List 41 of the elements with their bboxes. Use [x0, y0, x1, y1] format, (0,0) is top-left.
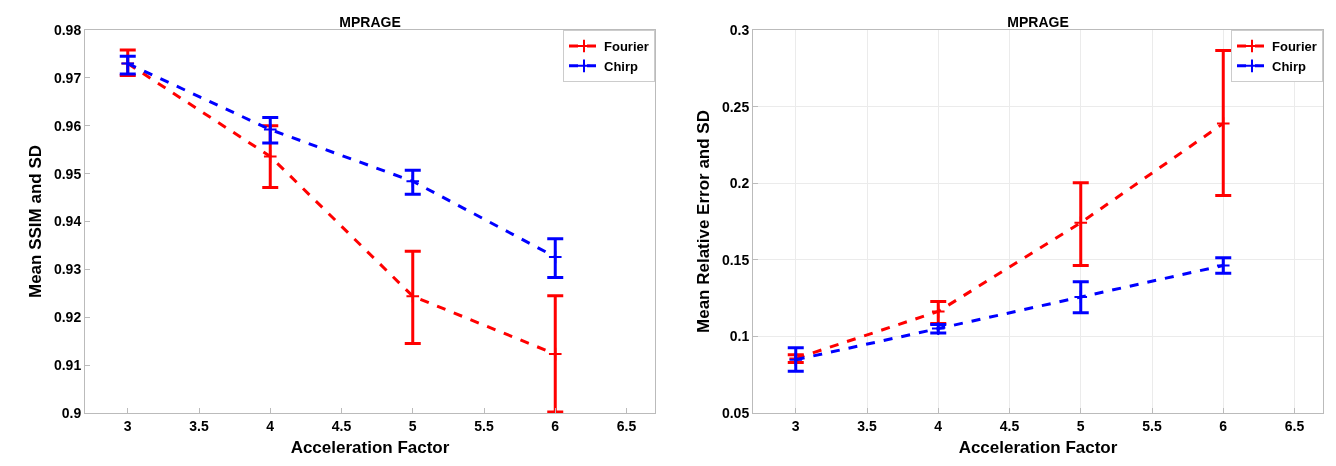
y-tick-label: 0.3 [729, 21, 750, 38]
x-tick-label: 4.5 [999, 417, 1020, 434]
y-tick-label: 0.9 [61, 404, 82, 421]
y-tick-label: 0.98 [53, 21, 82, 38]
x-tick-label: 4 [934, 417, 943, 434]
y-tick-label: 0.05 [721, 404, 750, 421]
legend-label: Chirp [1272, 58, 1306, 74]
y-tick-label: 0.95 [53, 165, 82, 182]
y-tick-label: 0.91 [53, 357, 82, 374]
y-axis-title: Mean SSIM and SD [26, 144, 45, 299]
x-tick-label: 3.5 [857, 417, 877, 434]
chart-title: MPRAGE [339, 13, 401, 30]
x-tick-label: 4 [266, 417, 275, 434]
x-tick-label: 6 [1219, 417, 1228, 434]
x-tick-label: 3 [123, 417, 132, 434]
legend-label: Chirp [604, 58, 638, 74]
y-tick-label: 0.1 [729, 328, 750, 345]
y-tick-label: 0.2 [729, 175, 750, 192]
y-tick-label: 0.15 [721, 251, 750, 268]
x-tick-label: 3.5 [189, 417, 209, 434]
x-tick-label: 6.5 [616, 417, 637, 434]
x-axis-title: Acceleration Factor [958, 438, 1118, 458]
y-tick-label: 0.92 [53, 309, 82, 326]
y-tick-label: 0.25 [721, 98, 750, 115]
y-tick-label: 0.97 [53, 69, 82, 86]
legend-label: Fourier [1272, 39, 1317, 55]
x-tick-label: 6.5 [1284, 417, 1305, 434]
x-tick-label: 5 [408, 417, 417, 434]
x-tick-label: 5.5 [474, 417, 494, 434]
x-tick-label: 5.5 [1142, 417, 1162, 434]
legend-label: Fourier [604, 39, 649, 55]
x-tick-label: 5 [1076, 417, 1085, 434]
y-tick-label: 0.96 [53, 117, 82, 134]
x-tick-label: 4.5 [331, 417, 352, 434]
x-tick-label: 6 [551, 417, 560, 434]
y-tick-label: 0.94 [53, 213, 82, 230]
y-axis-title: Mean Relative Error and SD [694, 110, 713, 333]
x-tick-label: 3 [791, 417, 800, 434]
x-axis-title: Acceleration Factor [290, 438, 450, 458]
y-tick-label: 0.93 [53, 261, 82, 278]
chart-title: MPRAGE [1007, 13, 1069, 30]
